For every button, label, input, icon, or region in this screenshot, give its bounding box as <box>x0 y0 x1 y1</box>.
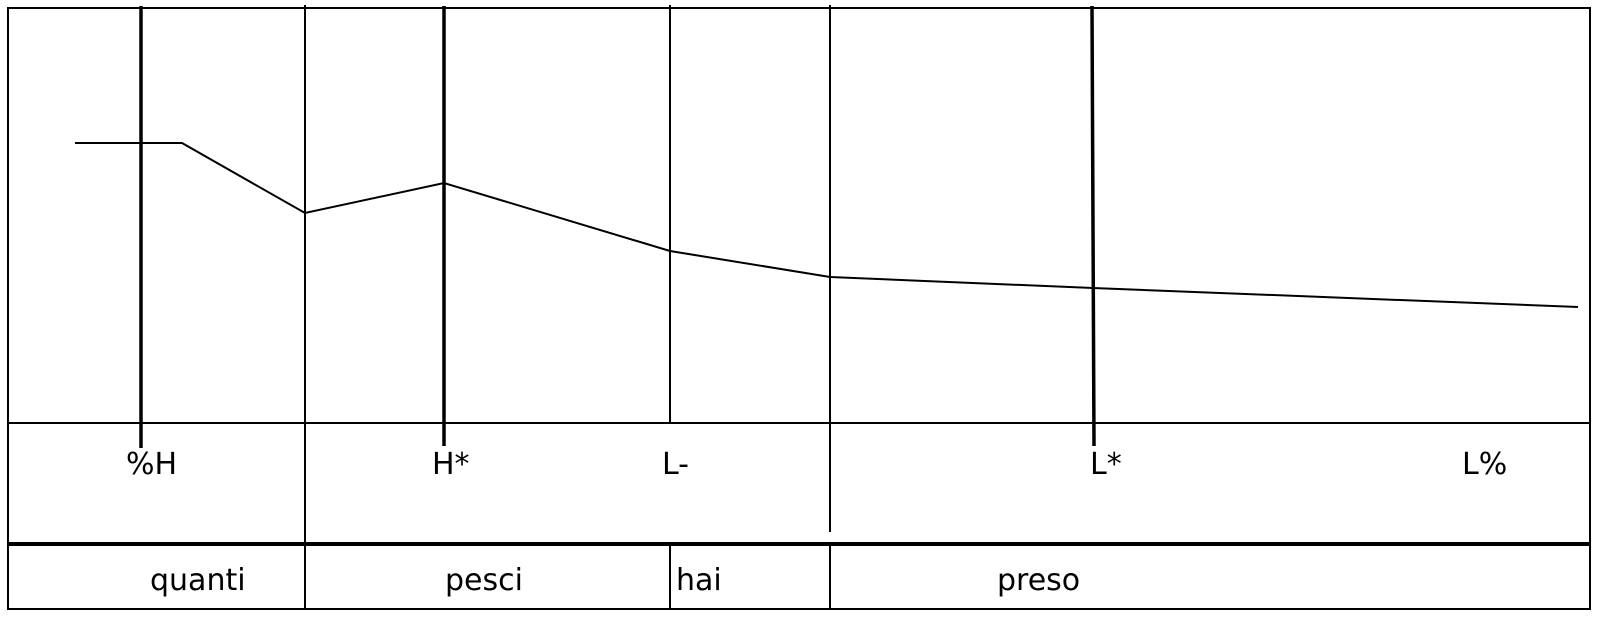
word-label-hai: hai <box>676 563 722 598</box>
diagram-frame <box>7 7 1591 610</box>
tone-label-boundary-high: %H <box>126 447 177 482</box>
word-label-pesci: pesci <box>445 563 523 598</box>
pitch-panel-border <box>7 7 1591 424</box>
tone-label-pitch-accent-low: L* <box>1090 447 1122 482</box>
pitch-contour <box>75 142 1579 308</box>
word-tier: quanti pesci hai preso <box>150 563 1080 598</box>
tone-label-phrase-accent-low: L- <box>662 447 689 482</box>
tone-tier: %H H* L- L* L% <box>126 447 1507 482</box>
word-label-quanti: quanti <box>150 563 246 598</box>
word-label-preso: preso <box>997 563 1080 598</box>
tone-tier-border <box>7 422 1591 544</box>
word-tier-border <box>7 544 1591 610</box>
word-boundaries <box>304 5 831 609</box>
tone-label-pitch-accent-high: H* <box>432 447 470 482</box>
tone-label-boundary-low: L% <box>1462 447 1507 482</box>
tone-marker-pitch-accent-low <box>1090 5 1096 447</box>
tone-markers <box>139 5 1096 448</box>
